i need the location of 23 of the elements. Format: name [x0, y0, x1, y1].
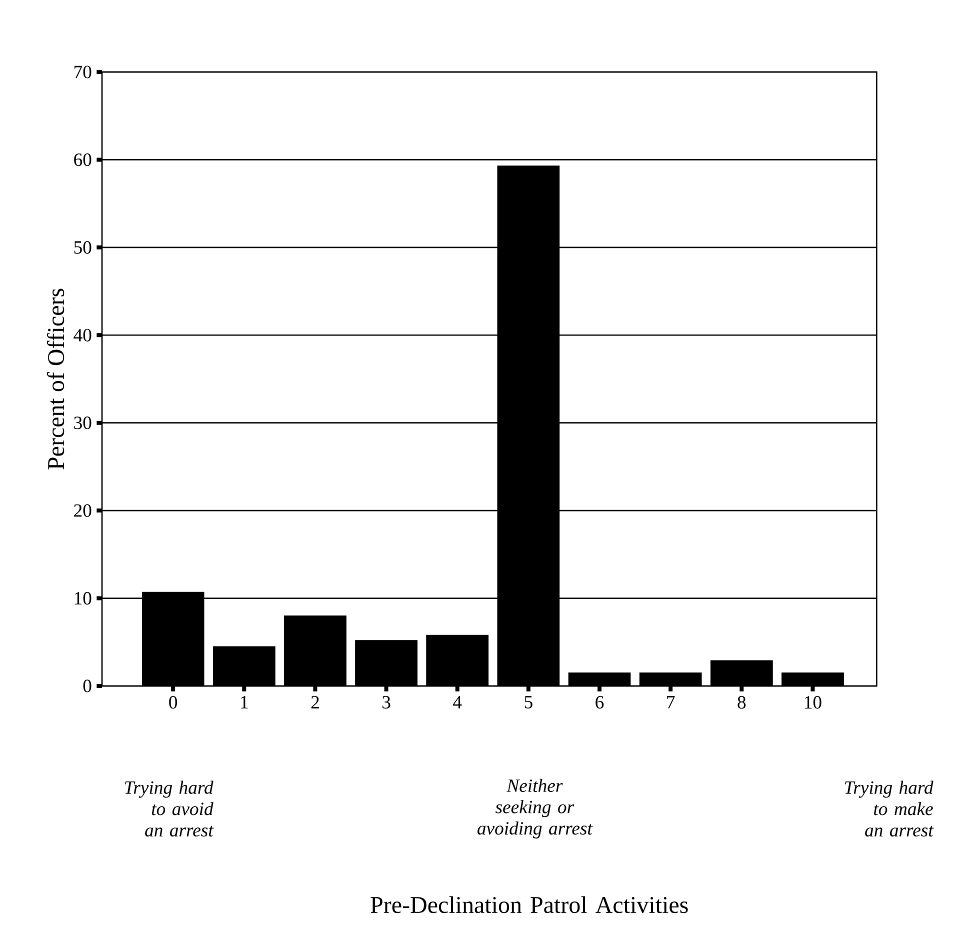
y-tick-label: 50 — [74, 241, 92, 254]
y-tick-label: 30 — [74, 416, 92, 430]
x-tick-label: 2 — [311, 696, 319, 708]
y-tick-label: 20 — [74, 504, 92, 517]
x-tick-label: 8 — [738, 696, 746, 709]
x-tick-label: 5 — [524, 696, 532, 708]
text: Pre-Declination Patrol Activities — [370, 896, 688, 914]
x-tick-label: 10 — [805, 696, 822, 709]
y-tick-label: 10 — [74, 592, 92, 605]
text: Neither seeking or avoiding arrest — [478, 778, 593, 838]
y-tick-label: 70 — [74, 66, 92, 78]
y-axis-title: Percent of Officers — [47, 288, 64, 470]
x-tick-label: 3 — [382, 696, 390, 709]
y-tick-label: 0 — [83, 680, 92, 692]
x-tick-label: 4 — [453, 696, 462, 708]
text: Trying hard to make an arrest — [845, 780, 934, 837]
text: Trying hard to avoid an arrest — [125, 780, 214, 837]
y-tick-label: 60 — [74, 153, 92, 166]
x-tick-label: 1 — [241, 696, 248, 708]
x-tick-label: 6 — [596, 696, 604, 709]
x-tick-label: 7 — [667, 696, 675, 708]
x-tick-label: 0 — [169, 696, 178, 709]
y-tick-label: 40 — [74, 328, 92, 342]
